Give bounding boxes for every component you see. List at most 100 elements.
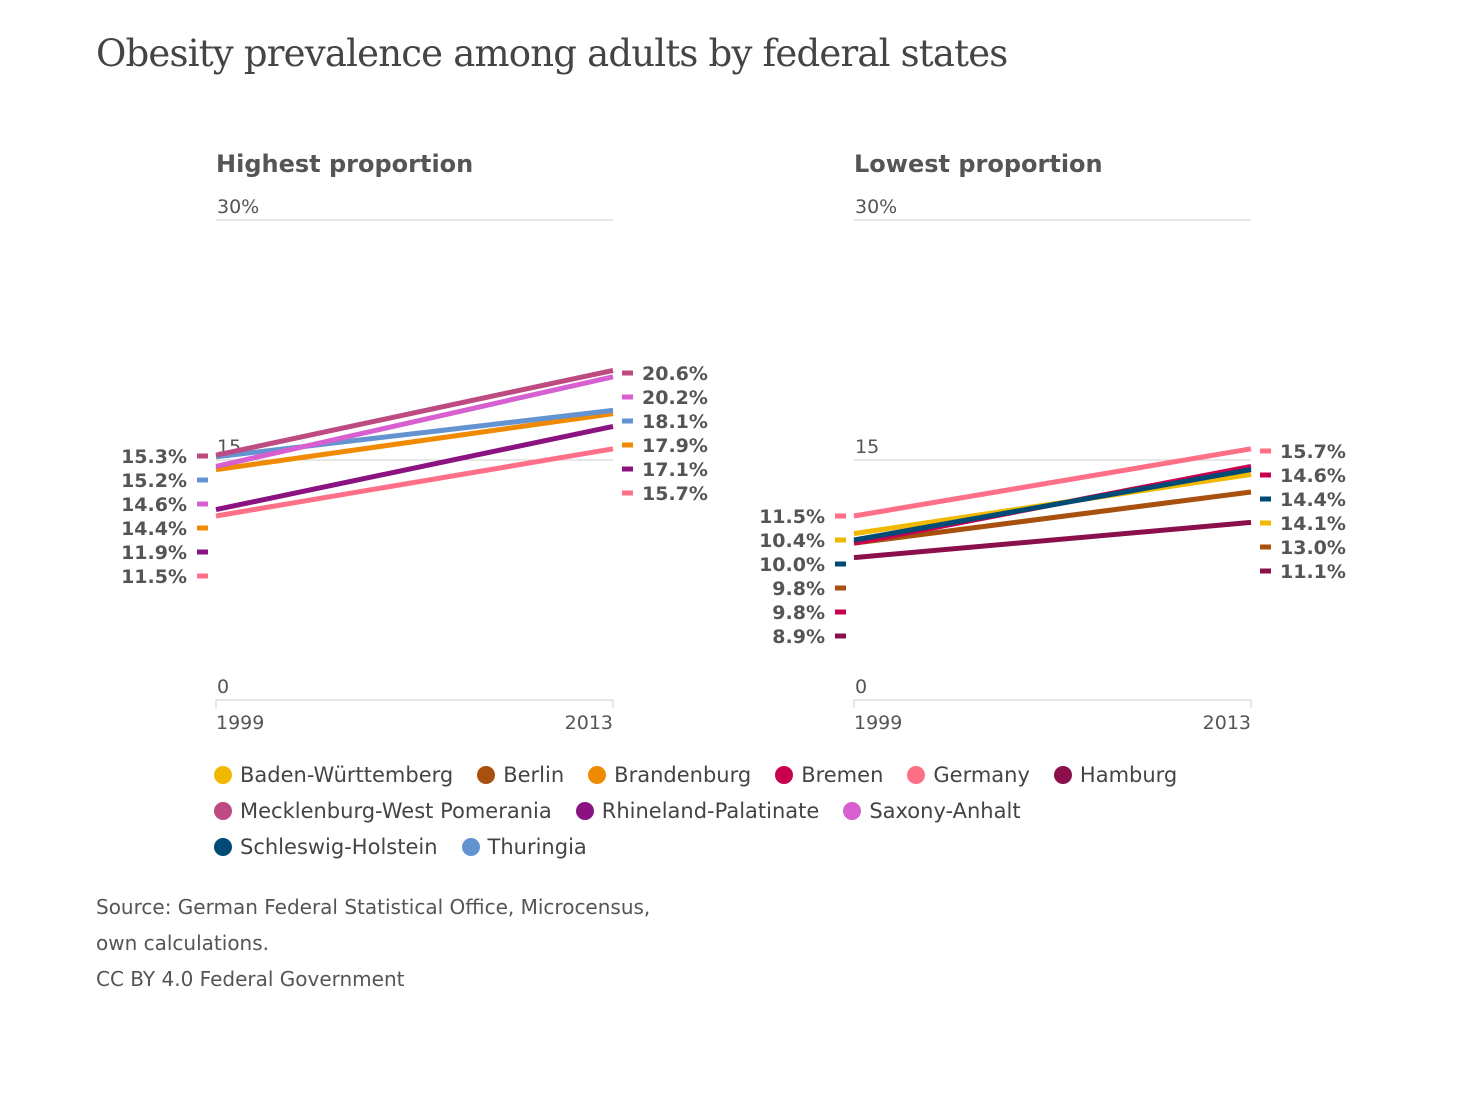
legend-swatch [1053,766,1072,784]
legend-item-saxony-anhalt: Saxony-Anhalt [843,793,1021,829]
lowest-line-germany [853,446,1252,519]
highest-y-tick-30: 30% [217,196,259,218]
lowest-y-tick-15: 15 [855,436,879,458]
highest-panel-title: Highest proportion [216,150,473,178]
lowest-end-label-schleswig-holstein: 14.4% [1280,489,1346,511]
lowest-line-schleswig-holstein [853,467,1252,543]
highest-end-marker-saxony-anhalt [622,394,633,400]
lowest-end-label-baden-wurttemberg: 14.1% [1280,513,1346,535]
legend-item-baden-wurttemberg: Baden-Württemberg [214,757,453,793]
highest-end-label-saxony-anhalt: 20.2% [642,387,708,409]
highest-line-saxony-anhalt [215,374,614,469]
highest-y-tick-0: 0 [217,676,229,698]
legend-label: Hamburg [1079,763,1178,787]
highest-end-label-brandenburg: 17.9% [642,435,708,457]
legend-item-thuringia: Thuringia [461,829,587,865]
legend-item-berlin: Berlin [477,757,564,793]
highest-end-label-mecklenburg-west-pomerania: 20.6% [642,363,708,385]
highest-start-marker-saxony-anhalt [197,501,208,507]
lowest-end-marker-hamburg [1260,568,1271,574]
highest-line-brandenburg [215,411,614,473]
legend-item-mecklenburg-west-pomerania: Mecklenburg-West Pomerania [214,793,552,829]
lowest-end-marker-baden-wurttemberg [1260,520,1271,526]
legend-label: Brandenburg [614,763,752,787]
legend-label: Thuringia [487,835,587,859]
legend-item-brandenburg: Brandenburg [588,757,751,793]
legend-swatch [214,838,232,856]
legend-label: Germany [933,763,1030,787]
highest-x-tick-1999: 1999 [216,712,264,734]
lowest-start-marker-berlin [835,585,846,591]
highest-line-mecklenburg-west-pomerania [215,367,614,458]
lowest-start-label-baden-wurttemberg: 10.4% [759,530,825,552]
highest-end-label-rhineland-palatinate: 17.1% [642,459,708,481]
highest-end-label-thuringia: 18.1% [642,411,708,433]
lowest-start-label-berlin: 9.8% [772,578,825,600]
lowest-end-label-berlin: 13.0% [1280,537,1346,559]
legend-swatch [575,802,594,820]
legend-swatch [477,766,496,784]
legend-label: Bremen [801,763,884,787]
legend-swatch [907,766,926,784]
highest-end-marker-brandenburg [622,442,633,448]
legend-swatch [775,766,794,784]
highest-start-label-saxony-anhalt: 14.6% [121,494,187,516]
source-line-1: Source: German Federal Statistical Offic… [96,895,651,919]
highest-x-tick-2013: 2013 [565,712,613,734]
highest-start-marker-germany [197,573,208,579]
highest-start-marker-brandenburg [197,525,208,531]
legend-label: Schleswig-Holstein [240,835,438,859]
lowest-start-label-bremen: 9.8% [772,602,825,624]
lowest-x-tick-2013: 2013 [1203,712,1251,734]
lowest-end-label-germany: 15.7% [1280,441,1346,463]
lowest-end-label-bremen: 14.6% [1280,465,1346,487]
lowest-start-marker-schleswig-holstein [835,561,846,567]
legend-label: Mecklenburg-West Pomerania [240,799,552,823]
lowest-end-marker-bremen [1260,472,1271,478]
lowest-y-tick-30: 30% [855,196,897,218]
legend-swatch [214,802,232,820]
legend-item-schleswig-holstein: Schleswig-Holstein [214,829,438,865]
highest-start-label-rhineland-palatinate: 11.9% [121,542,187,564]
highest-start-label-mecklenburg-west-pomerania: 15.3% [121,446,187,468]
legend-swatch [588,766,607,784]
lowest-start-marker-baden-wurttemberg [835,537,846,543]
legend: Baden-Württemberg Berlin Brandenburg Bremen… [214,757,1274,865]
highest-line-thuringia [215,407,614,460]
lowest-start-marker-bremen [835,609,846,615]
highest-end-label-germany: 15.7% [642,483,708,505]
lowest-y-tick-0: 0 [855,676,867,698]
legend-label: Rhineland-Palatinate [601,799,820,823]
lowest-line-berlin [853,489,1252,546]
lowest-end-label-hamburg: 11.1% [1280,561,1346,583]
source-note: Source: German Federal Statistical Offic… [96,889,650,997]
legend-label: Saxony-Anhalt [869,799,1021,823]
lowest-line-hamburg [853,519,1252,561]
highest-start-label-thuringia: 15.2% [121,470,187,492]
legend-item-bremen: Bremen [775,757,883,793]
highest-line-germany [215,446,614,519]
highest-start-marker-rhineland-palatinate [197,549,208,555]
legend-item-germany: Germany [907,757,1030,793]
lowest-start-label-hamburg: 8.9% [772,626,825,648]
lowest-panel-title: Lowest proportion [854,150,1103,178]
lowest-end-marker-berlin [1260,544,1271,550]
legend-swatch [214,766,232,784]
lowest-start-marker-germany [835,513,846,519]
lowest-start-marker-hamburg [835,633,846,639]
legend-label: Berlin [503,763,565,787]
highest-start-marker-mecklenburg-west-pomerania [197,453,208,459]
legend-item-rhineland-palatinate: Rhineland-Palatinate [575,793,820,829]
lowest-end-marker-schleswig-holstein [1260,496,1271,502]
highest-start-marker-thuringia [197,477,208,483]
lowest-x-tick-1999: 1999 [854,712,902,734]
legend-item-hamburg: Hamburg [1053,757,1178,793]
lowest-start-label-schleswig-holstein: 10.0% [759,554,825,576]
lowest-start-label-germany: 11.5% [759,506,825,528]
highest-start-label-brandenburg: 14.4% [121,518,187,540]
source-line-2: own calculations. [96,931,270,955]
highest-end-marker-rhineland-palatinate [622,466,633,472]
highest-line-rhineland-palatinate [215,423,614,513]
license-line: CC BY 4.0 Federal Government [96,967,405,991]
